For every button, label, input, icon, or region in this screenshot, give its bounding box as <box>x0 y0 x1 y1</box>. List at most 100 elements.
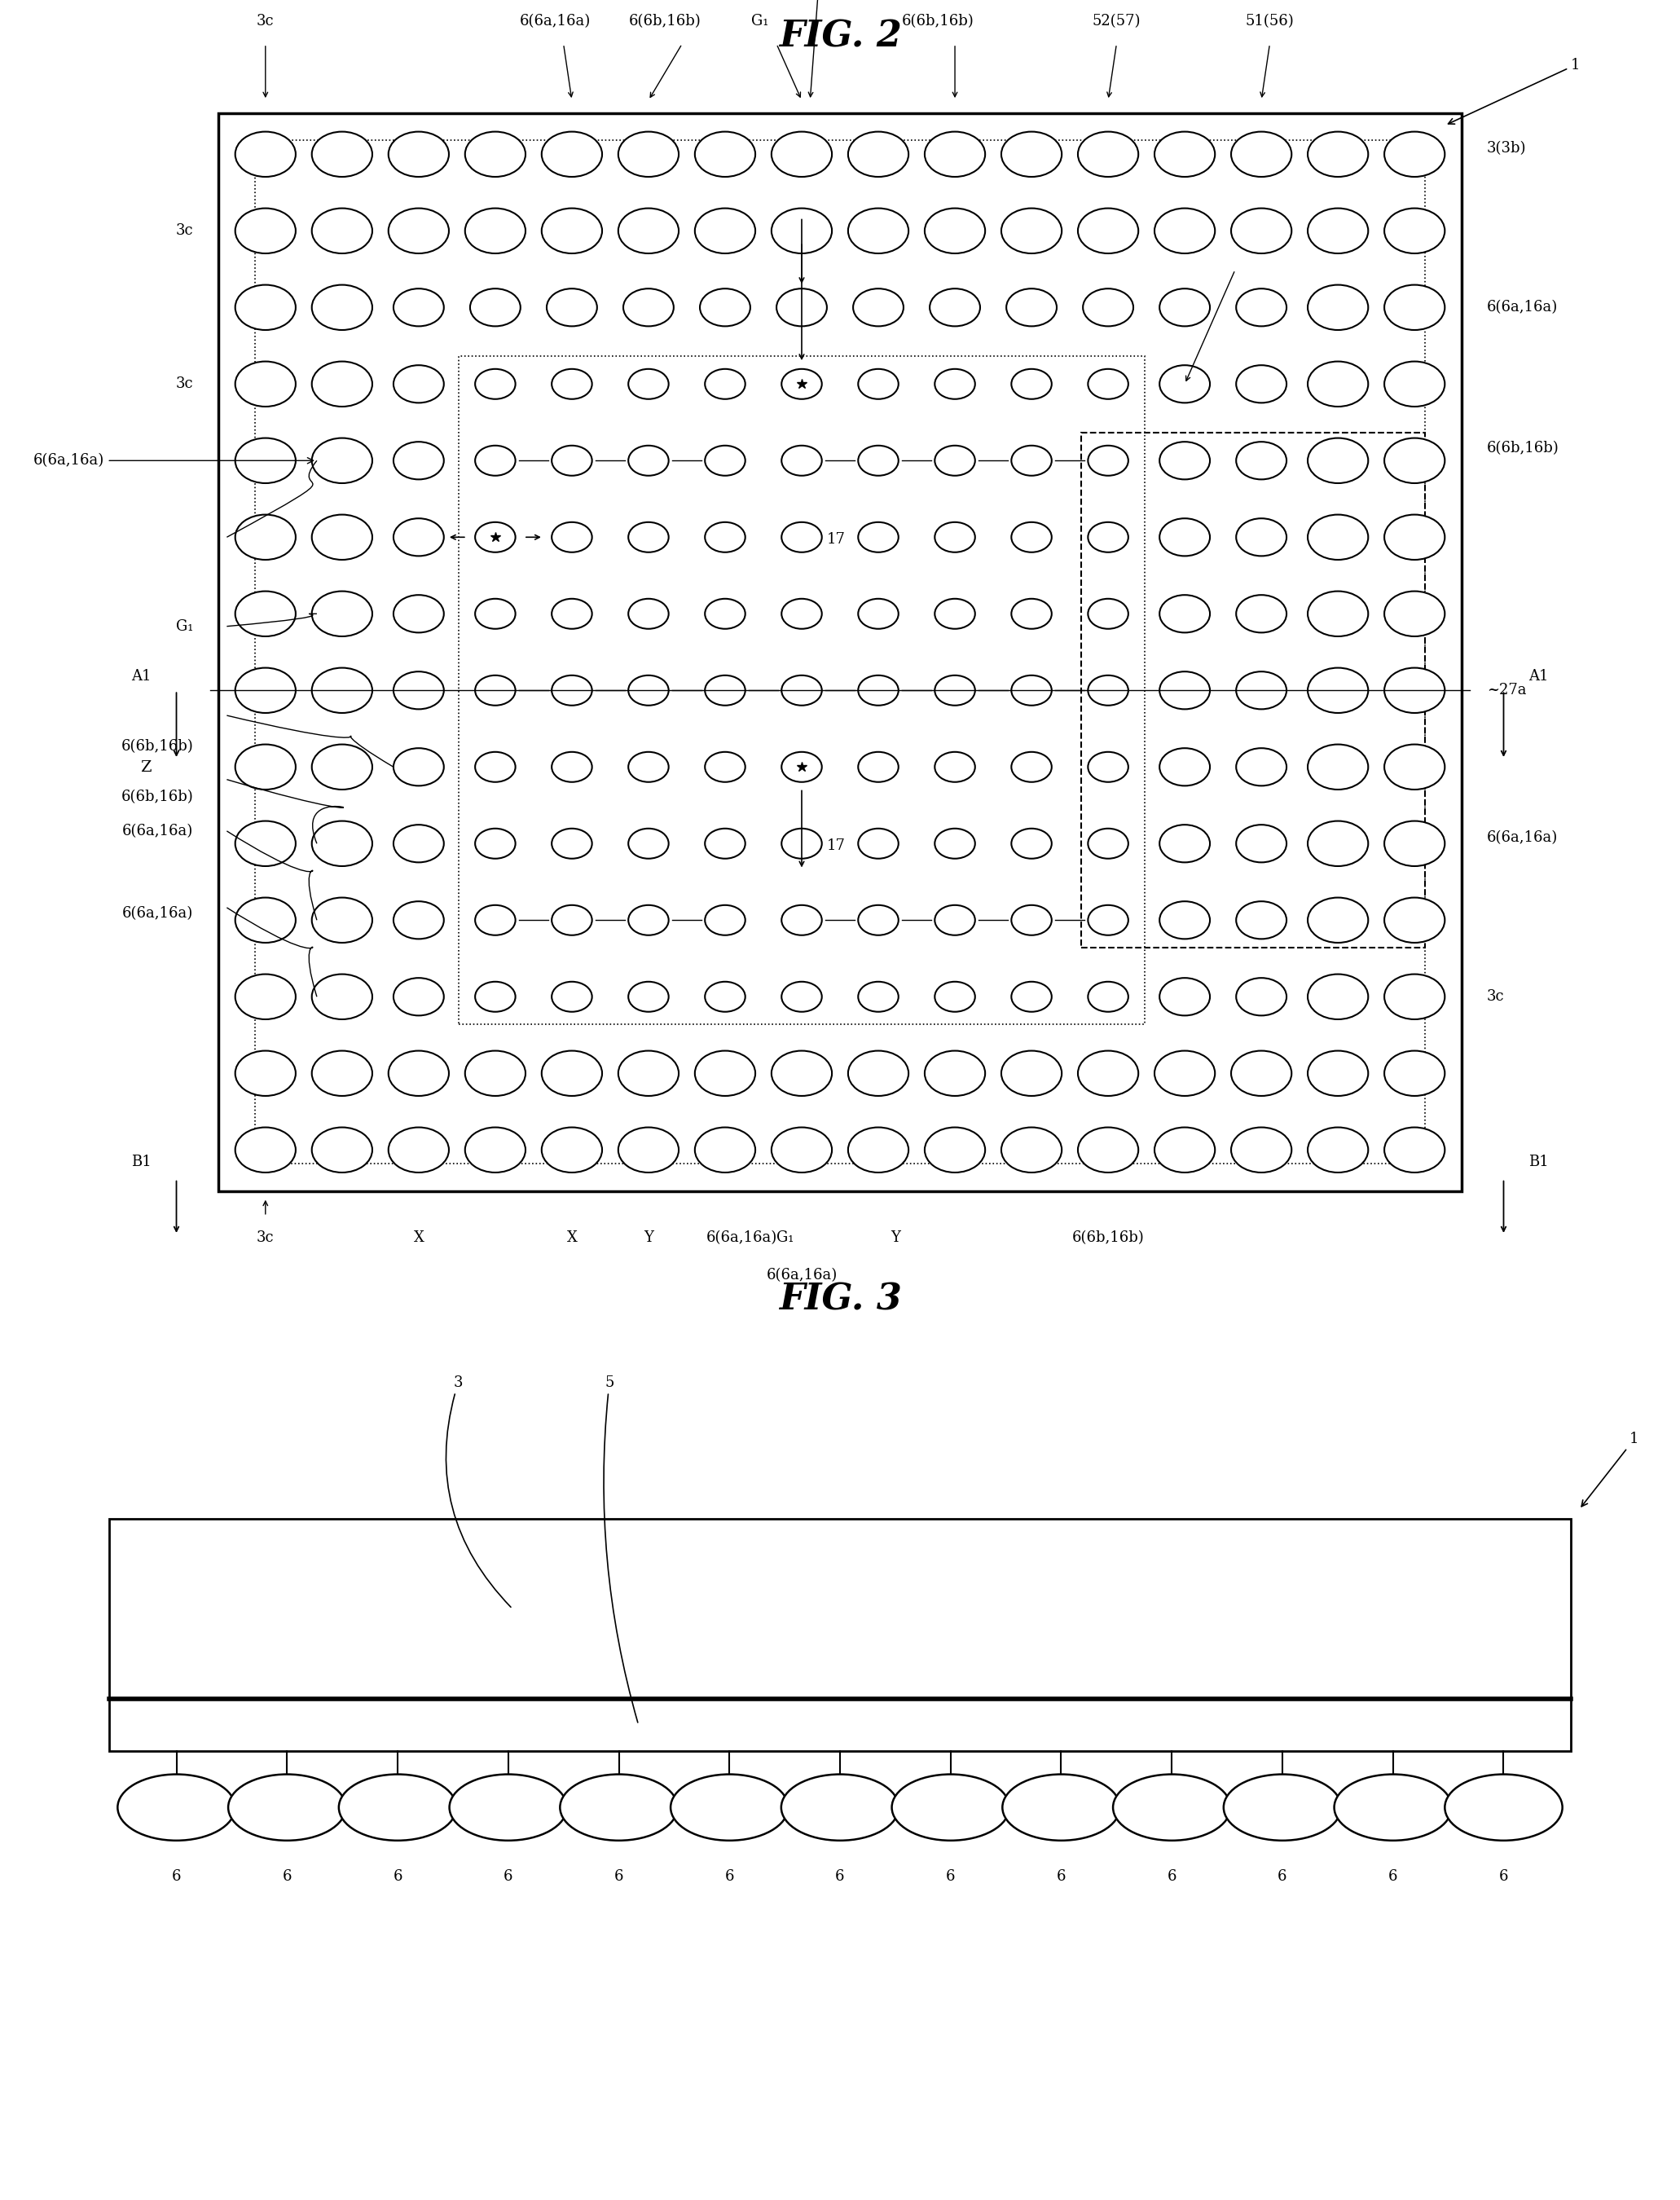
Text: FIG. 3: FIG. 3 <box>778 1283 902 1318</box>
Circle shape <box>388 1126 449 1173</box>
Circle shape <box>781 752 822 781</box>
Circle shape <box>551 447 591 475</box>
Circle shape <box>559 1773 677 1841</box>
Circle shape <box>235 1052 296 1096</box>
Circle shape <box>781 521 822 552</box>
Circle shape <box>393 442 444 480</box>
Circle shape <box>618 1126 679 1173</box>
Text: A1: A1 <box>131 669 151 684</box>
Text: 6(6a,16a): 6(6a,16a) <box>1487 829 1557 845</box>
Circle shape <box>235 744 296 790</box>
Circle shape <box>1089 981 1129 1012</box>
Text: B1: B1 <box>131 1155 151 1170</box>
Circle shape <box>551 370 591 398</box>
Circle shape <box>1307 515 1368 559</box>
Circle shape <box>1236 825 1287 862</box>
Circle shape <box>1011 370 1052 398</box>
Circle shape <box>858 447 899 475</box>
Circle shape <box>1231 1126 1292 1173</box>
Circle shape <box>551 675 591 706</box>
Circle shape <box>475 370 516 398</box>
Circle shape <box>312 592 373 636</box>
Circle shape <box>924 209 984 253</box>
Circle shape <box>235 438 296 484</box>
Text: 6: 6 <box>1168 1870 1176 1883</box>
Circle shape <box>312 132 373 176</box>
Circle shape <box>465 1052 526 1096</box>
Circle shape <box>235 1126 296 1173</box>
Circle shape <box>393 671 444 708</box>
Circle shape <box>541 132 601 176</box>
Circle shape <box>628 829 669 858</box>
Circle shape <box>1154 1126 1215 1173</box>
Circle shape <box>781 675 822 706</box>
Bar <box>1082 433 1425 948</box>
Circle shape <box>1223 1773 1341 1841</box>
Circle shape <box>465 132 526 176</box>
Text: 6(6a,16a): 6(6a,16a) <box>34 453 312 469</box>
Circle shape <box>1089 829 1129 858</box>
Circle shape <box>1307 1126 1368 1173</box>
Circle shape <box>858 829 899 858</box>
Circle shape <box>393 902 444 939</box>
Circle shape <box>858 598 899 629</box>
Circle shape <box>1231 132 1292 176</box>
Text: A1: A1 <box>1529 669 1549 684</box>
Circle shape <box>1236 519 1287 557</box>
Circle shape <box>1159 594 1210 634</box>
Circle shape <box>118 1773 235 1841</box>
Circle shape <box>934 829 974 858</box>
Circle shape <box>1384 744 1445 790</box>
Circle shape <box>393 519 444 557</box>
Circle shape <box>475 521 516 552</box>
Circle shape <box>934 904 974 935</box>
Circle shape <box>618 132 679 176</box>
Text: 3c: 3c <box>176 224 193 238</box>
Text: 51(56): 51(56) <box>1245 13 1294 29</box>
Circle shape <box>1384 975 1445 1019</box>
Circle shape <box>551 521 591 552</box>
Text: 52(57): 52(57) <box>1092 13 1141 29</box>
Circle shape <box>388 132 449 176</box>
Circle shape <box>551 981 591 1012</box>
Text: 6(6b,16b): 6(6b,16b) <box>121 739 193 755</box>
Circle shape <box>706 981 746 1012</box>
Circle shape <box>776 288 827 326</box>
Circle shape <box>235 821 296 867</box>
Text: 1: 1 <box>1448 57 1581 123</box>
Text: 6(6b,16b): 6(6b,16b) <box>1072 1230 1144 1245</box>
Circle shape <box>892 1773 1010 1841</box>
Text: 6: 6 <box>1499 1870 1509 1883</box>
Circle shape <box>339 1773 457 1841</box>
Text: 6: 6 <box>282 1870 292 1883</box>
Text: G₁: G₁ <box>176 618 193 634</box>
Circle shape <box>1154 132 1215 176</box>
Circle shape <box>450 1773 566 1841</box>
Text: X: X <box>566 1230 578 1245</box>
Text: 6: 6 <box>946 1870 956 1883</box>
Circle shape <box>848 1052 909 1096</box>
Circle shape <box>1307 898 1368 944</box>
Circle shape <box>1236 365 1287 403</box>
Text: G₁: G₁ <box>776 1230 793 1245</box>
Circle shape <box>1003 1773 1121 1841</box>
Circle shape <box>848 209 909 253</box>
Circle shape <box>393 748 444 785</box>
Text: 6: 6 <box>393 1870 402 1883</box>
Circle shape <box>551 904 591 935</box>
Circle shape <box>475 829 516 858</box>
Circle shape <box>701 288 751 326</box>
Circle shape <box>393 979 444 1016</box>
Circle shape <box>706 829 746 858</box>
Circle shape <box>1154 209 1215 253</box>
Circle shape <box>1384 1052 1445 1096</box>
Text: 6(6b,16b): 6(6b,16b) <box>121 790 193 805</box>
Circle shape <box>312 209 373 253</box>
Circle shape <box>465 1126 526 1173</box>
Text: 6(6b,16b): 6(6b,16b) <box>628 13 702 29</box>
Circle shape <box>1079 1126 1139 1173</box>
Bar <box>459 356 1146 1025</box>
Text: 6(6b,16b): 6(6b,16b) <box>1487 440 1559 455</box>
Circle shape <box>1384 898 1445 944</box>
Circle shape <box>924 132 984 176</box>
